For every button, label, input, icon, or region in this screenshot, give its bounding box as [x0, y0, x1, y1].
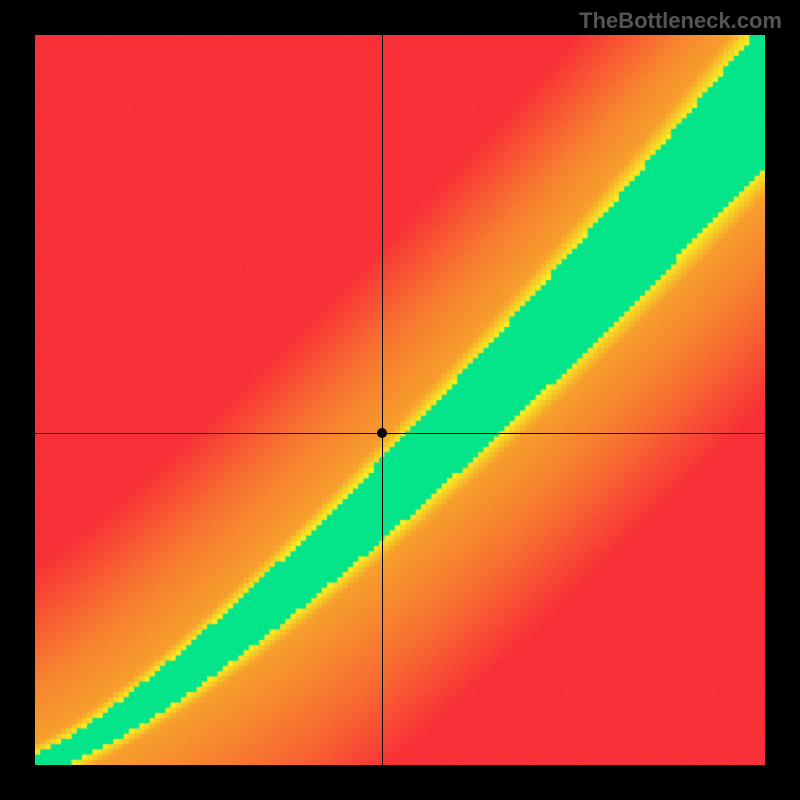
crosshair-horizontal	[35, 433, 765, 434]
crosshair-vertical	[382, 35, 383, 765]
watermark-text: TheBottleneck.com	[579, 8, 782, 34]
plot-area	[35, 35, 765, 765]
bottleneck-heatmap	[35, 35, 765, 765]
marker-dot	[377, 428, 387, 438]
